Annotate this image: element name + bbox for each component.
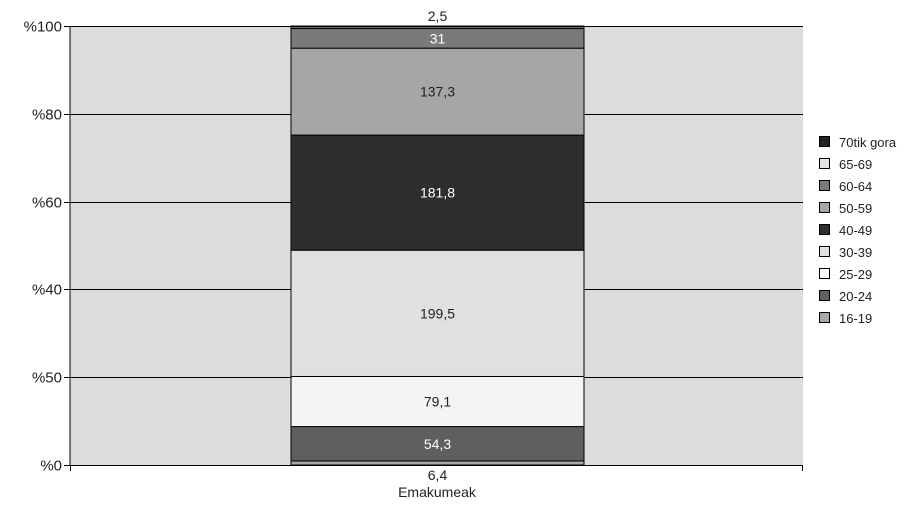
legend-swatch bbox=[819, 202, 830, 213]
stacked-bar bbox=[290, 25, 585, 466]
bar-segment-40-49 bbox=[290, 134, 585, 251]
legend-label: 60-64 bbox=[839, 179, 872, 194]
data-label: 199,5 bbox=[420, 305, 455, 321]
y-tick-label: %50 bbox=[32, 370, 62, 387]
legend-label: 16-19 bbox=[839, 311, 872, 326]
legend-swatch bbox=[819, 224, 830, 235]
data-label: 137,3 bbox=[420, 84, 455, 100]
data-label: 31 bbox=[430, 30, 446, 46]
legend-swatch bbox=[819, 268, 830, 279]
legend-label: 70tik gora bbox=[839, 135, 897, 150]
data-label: 181,8 bbox=[420, 185, 455, 201]
y-tick-label: %100 bbox=[24, 19, 62, 36]
legend-label: 65-69 bbox=[839, 157, 872, 172]
legend-label: 25-29 bbox=[839, 267, 872, 282]
data-label: 54,3 bbox=[424, 436, 451, 452]
data-labels: 6,4 54,3 79,1 199,5 181,8 137,3 31 2,5 bbox=[420, 8, 455, 483]
bar-segment-50-59 bbox=[290, 47, 585, 136]
bar-segment-25-29 bbox=[290, 375, 585, 428]
bar-segment-16-19 bbox=[290, 460, 585, 466]
legend-label: 50-59 bbox=[839, 201, 872, 216]
data-label: 2,5 bbox=[428, 8, 448, 24]
bar-segment-70tik-gora bbox=[290, 25, 585, 28]
data-label: 6,4 bbox=[428, 467, 448, 483]
x-category-label: Emakumeak bbox=[398, 484, 477, 500]
legend-swatch bbox=[819, 158, 830, 169]
legend-swatch bbox=[819, 312, 830, 323]
y-tick-label: %80 bbox=[32, 107, 62, 124]
y-tick-label: %60 bbox=[32, 195, 62, 212]
y-tick-label: %0 bbox=[40, 458, 62, 475]
data-label: 79,1 bbox=[424, 394, 451, 410]
legend-swatch bbox=[819, 136, 830, 147]
legend-label: 40-49 bbox=[839, 223, 872, 238]
legend: 70tik gora 65-69 60-64 50-59 40-49 30-39 25-29… bbox=[819, 135, 897, 326]
legend-swatch bbox=[819, 246, 830, 257]
legend-swatch bbox=[819, 180, 830, 191]
legend-label: 20-24 bbox=[839, 289, 872, 304]
y-tick-label: %40 bbox=[32, 282, 62, 299]
y-axis-ticks: %0 %50 %40 %60 %80 %100 bbox=[24, 19, 70, 475]
legend-swatch bbox=[819, 290, 830, 301]
legend-label: 30-39 bbox=[839, 245, 872, 260]
bar-segment-30-39 bbox=[290, 249, 585, 377]
